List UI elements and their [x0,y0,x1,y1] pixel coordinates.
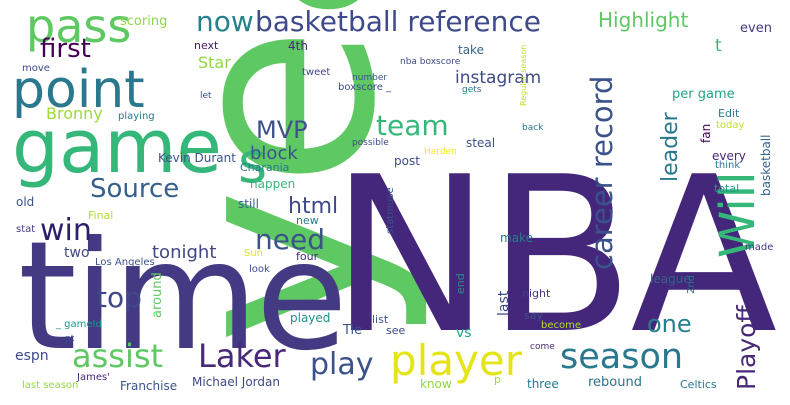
word-two: two [64,246,90,260]
word-come: come [530,343,555,352]
word-kevin-durant: Kevin Durant [158,152,236,164]
word-statmuse: statmuse [386,187,396,234]
word-p: p [494,374,501,385]
word-gameid: _ gameId [56,320,102,330]
word-sun: Sun [244,249,263,259]
word-top: top [96,284,142,312]
word-los-angeles: Los Angeles [95,258,155,268]
word-4th: 4th [288,40,308,52]
word-know: know [420,378,452,390]
word-team: team [376,112,449,140]
word-bronny: Bronny [46,106,103,122]
word-three: three [527,378,559,390]
word-new: new [296,215,319,226]
word-four: four [296,251,318,262]
word-end: end [455,273,466,294]
word-charania: Charania [240,162,289,173]
word-edit: Edit [718,108,739,119]
word-around: around [151,272,164,318]
word-total: total [714,183,739,194]
word-leader: leader [660,112,682,182]
word-harden: Harden [424,148,457,157]
word-fan: fan [700,124,712,143]
word-post: post [394,155,420,167]
word-franchise: Franchise [120,380,177,392]
word-made: made [745,243,773,253]
word-let: let [200,92,212,101]
word-night: night [522,288,550,299]
word-scoring: scoring [120,15,167,28]
word-today: today [716,121,744,131]
word-boxscore: boxscore _ [338,83,391,93]
word-source: Source [90,176,179,202]
word-vs: vs [456,326,472,340]
word-first: first [40,36,91,62]
word-old: old [16,196,34,208]
word-celtics: Celtics [680,379,717,390]
word-per-game: per game [672,88,735,101]
word-league: league [650,273,691,285]
word-espn: espn [15,349,49,363]
word-star: Star [198,55,231,71]
word-play: play [310,350,374,380]
word-become: become [541,321,581,331]
word-still: still [238,198,259,210]
word-gets: gets [462,86,481,95]
word-played: played [290,312,330,324]
word-last-season: last season [22,381,78,391]
word-career-record: career record [588,76,617,270]
word-assist: assist [72,340,163,372]
word-2nd: 2nd [687,275,697,294]
word-t: t [715,38,722,55]
word-basketball: basketball [760,135,772,196]
word-player: player [390,340,522,382]
word-next: next [194,40,218,51]
word-even: even [740,22,772,35]
word-rebound: rebound [588,376,642,389]
word-basketball-reference: basketball reference [255,8,541,36]
word-playing: playing [118,112,155,122]
word-michael-jordan: Michael Jordan [192,376,280,388]
word-one: one [647,312,692,336]
word-win: win [40,216,92,246]
word-tonight: tonight [152,244,216,262]
word-laker: Laker [198,340,286,372]
word-steal: steal [466,137,495,149]
word-take: take [458,44,484,56]
word-game: game [12,110,222,184]
word-final: Final [88,210,113,221]
word-tie: Tie [343,324,362,337]
word-back: back [522,124,543,133]
word-season: season [560,340,683,375]
word-pt: pt [65,335,74,344]
word-playoff: Playoff [734,305,759,390]
word-highlight: Highlight [598,10,688,30]
word-regular-season: Regular season [520,45,528,106]
word-happen: happen [250,178,295,190]
word-nba-boxscore: nba boxscore [400,58,460,67]
word-mvp: MVP [256,118,308,142]
word-james: James' [77,373,110,383]
word-think: think [715,161,740,171]
word-last: last [497,291,511,316]
word-now: now [196,8,254,36]
word-stat: stat [16,225,35,235]
word-make: make [500,232,533,244]
word-possible: possible [352,139,389,148]
word-see: see [386,325,405,336]
word-move: move [22,64,50,74]
word-tweet: tweet [302,68,330,78]
word-look: look [249,265,270,275]
